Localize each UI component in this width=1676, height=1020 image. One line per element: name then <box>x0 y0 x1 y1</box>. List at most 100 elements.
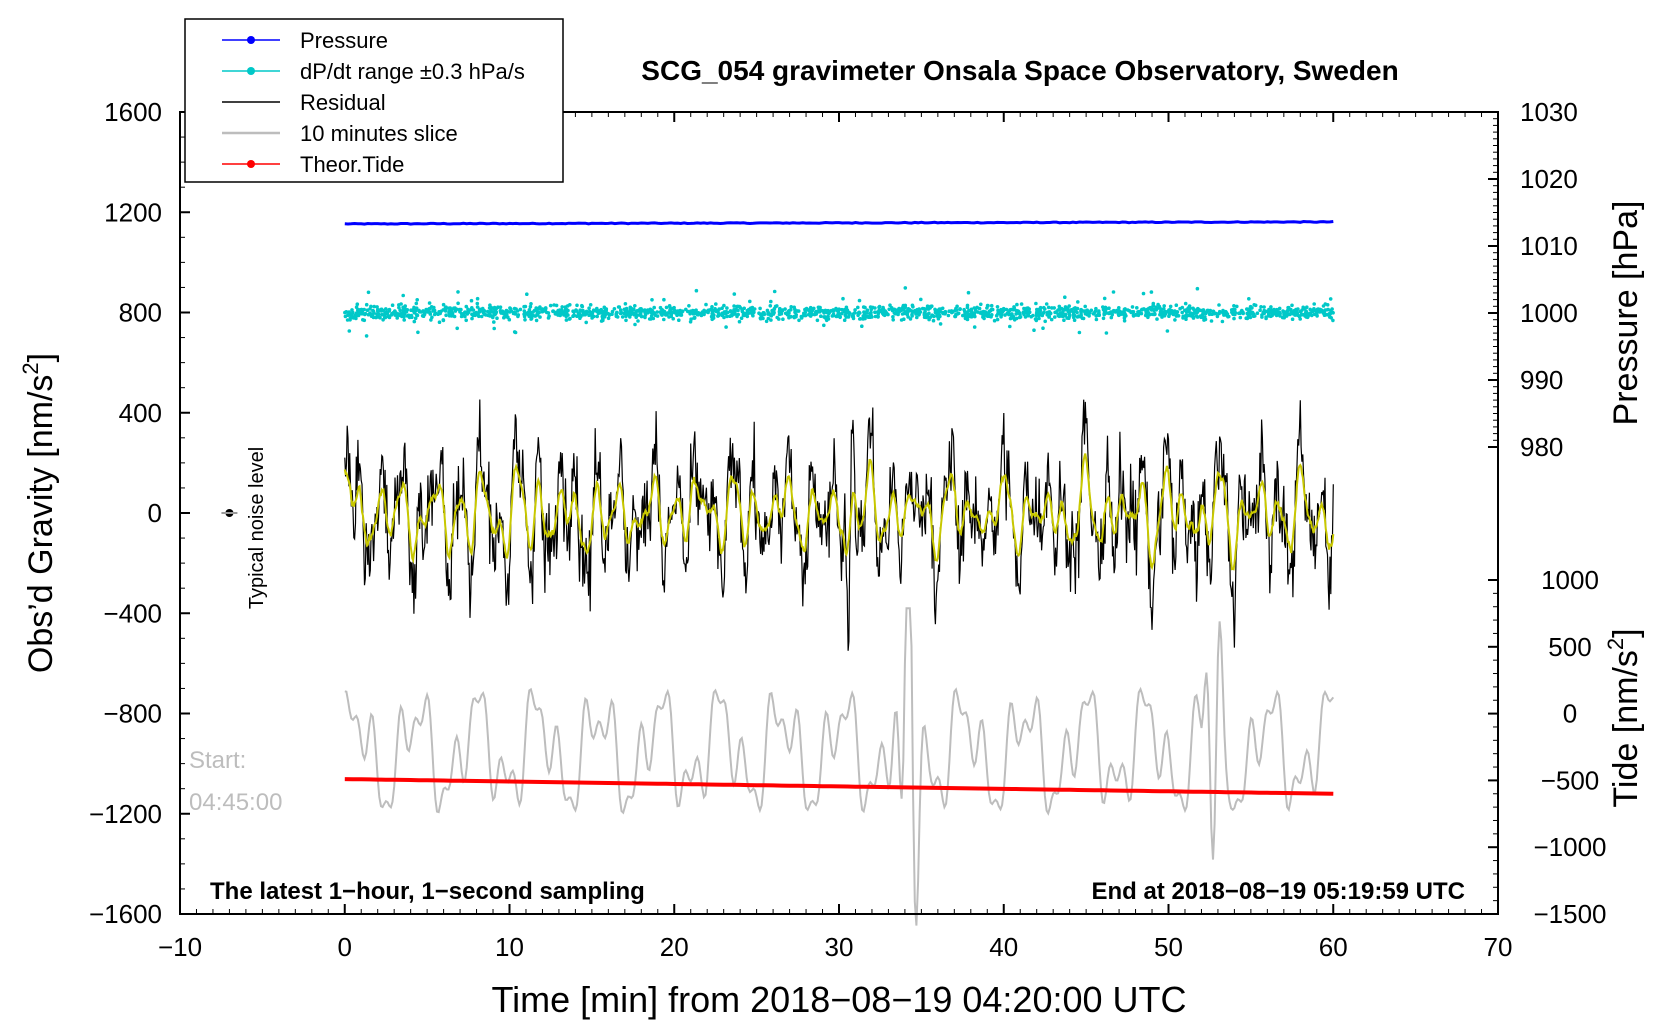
dpdt-point <box>1137 309 1141 314</box>
dpdt-point <box>1165 329 1170 333</box>
dpdt-point <box>507 317 512 322</box>
dpdt-point <box>588 303 593 307</box>
dpdt-point <box>1215 314 1220 319</box>
dpdt-point <box>740 308 744 313</box>
dpdt-point <box>709 314 714 319</box>
dpdt-point <box>966 312 971 316</box>
dpdt-point <box>671 316 675 321</box>
dpdt-point <box>902 317 906 322</box>
dpdt-point <box>999 315 1003 319</box>
dpdt-point <box>1102 296 1107 301</box>
dpdt-point <box>563 308 568 312</box>
tide-label-main: Tide [nm/s <box>1607 650 1645 807</box>
dpdt-point <box>428 312 433 316</box>
dpdt-point <box>1316 309 1320 314</box>
dpdt-point <box>1232 316 1236 321</box>
dpdt-point <box>1217 303 1221 307</box>
dpdt-point <box>734 307 738 312</box>
dpdt-point <box>633 304 637 308</box>
dpdt-point <box>1024 309 1028 314</box>
dpdt-point <box>747 307 751 312</box>
dpdt-point <box>1200 315 1205 319</box>
dpdt-point <box>906 307 911 311</box>
dpdt-point <box>826 314 830 319</box>
dpdt-point <box>1304 315 1309 319</box>
dpdt-point <box>1226 314 1230 319</box>
dpdt-point <box>1112 309 1116 314</box>
dpdt-point <box>677 318 681 323</box>
dpdt-point <box>996 308 1000 313</box>
dpdt-point <box>1155 317 1159 321</box>
dpdt-point <box>842 318 847 323</box>
dpdt-point <box>1035 307 1039 312</box>
dpdt-point <box>1123 307 1127 311</box>
dpdt-point <box>725 314 729 319</box>
dpdt-point <box>1187 307 1192 312</box>
dpdt-point <box>748 299 752 304</box>
dpdt-point <box>716 308 720 313</box>
dpdt-point <box>1330 307 1334 311</box>
dpdt-point <box>873 310 877 315</box>
dpdt-point <box>728 309 733 314</box>
dpdt-point <box>671 306 675 311</box>
dpdt-point <box>742 306 746 311</box>
y-pressure-tick-label: 990 <box>1520 365 1563 395</box>
dpdt-point <box>1167 312 1172 316</box>
dpdt-point <box>1272 307 1276 312</box>
theoretical-tide-series <box>344 777 1334 796</box>
dpdt-point <box>1195 286 1200 291</box>
dpdt-point <box>691 312 696 316</box>
y-pressure-tick-label: 1000 <box>1520 298 1578 328</box>
legend-label: Theor.Tide <box>300 152 404 177</box>
dpdt-point <box>819 314 823 319</box>
y-pressure-tick-label: 1020 <box>1520 164 1578 194</box>
dpdt-point <box>540 309 545 314</box>
dpdt-point <box>453 309 458 313</box>
dpdt-point <box>430 315 434 320</box>
dpdt-point <box>868 315 872 320</box>
dpdt-point <box>606 316 611 321</box>
dpdt-point <box>844 315 849 319</box>
dpdt-point <box>516 314 520 319</box>
start-label: Start: <box>189 747 246 774</box>
dpdt-point <box>1151 304 1155 308</box>
dpdt-point <box>492 320 496 324</box>
dpdt-point <box>1053 315 1057 319</box>
dpdt-point <box>877 308 881 313</box>
dpdt-point <box>366 290 371 295</box>
dpdt-point <box>684 307 688 312</box>
dpdt-point <box>359 307 364 312</box>
dpdt-point <box>1184 317 1188 322</box>
dpdt-point <box>522 314 527 319</box>
dpdt-point <box>748 311 752 315</box>
dpdt-point <box>1251 314 1256 319</box>
dpdt-point <box>1258 308 1262 313</box>
legend-label: Pressure <box>300 28 388 53</box>
dpdt-point <box>769 314 774 318</box>
dpdt-point <box>694 288 699 293</box>
dpdt-point <box>1079 309 1083 313</box>
dpdt-point <box>772 310 776 315</box>
dpdt-point <box>512 311 517 315</box>
dpdt-point <box>1062 318 1066 323</box>
dpdt-point <box>495 316 499 321</box>
x-tick-label: 40 <box>989 932 1018 962</box>
dpdt-point <box>471 308 476 312</box>
dpdt-point <box>652 305 656 310</box>
x-axis-label: Time [min] from 2018−08−19 04:20:00 UTC <box>491 979 1186 1020</box>
dpdt-point <box>507 310 512 314</box>
dpdt-point <box>650 311 654 315</box>
dpdt-point <box>1252 303 1256 307</box>
dpdt-point <box>916 310 921 315</box>
dpdt-point <box>1301 305 1305 310</box>
dpdt-point <box>413 316 418 321</box>
dpdt-point <box>1003 313 1007 317</box>
dpdt-point <box>564 318 569 322</box>
dpdt-point <box>412 319 417 324</box>
dpdt-point <box>1238 315 1243 320</box>
dpdt-point <box>981 313 986 317</box>
dpdt-point <box>355 302 360 307</box>
dpdt-point <box>1195 310 1199 315</box>
dpdt-point <box>1162 307 1166 311</box>
dpdt-point <box>1224 310 1229 315</box>
